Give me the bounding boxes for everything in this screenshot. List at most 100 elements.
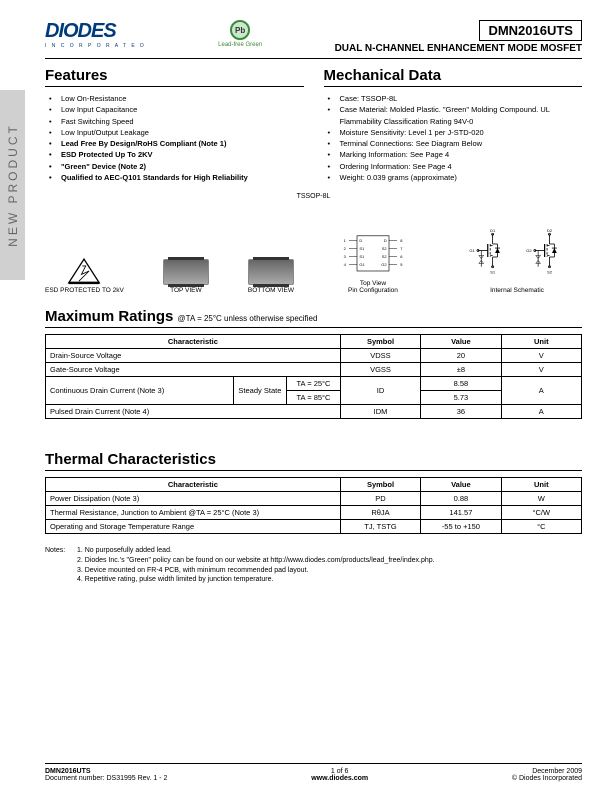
feature-item: Low On-Resistance: [49, 93, 304, 104]
pinconfig-diagram: DD18S1S227S1S236G1G245 Top View Pin Conf…: [333, 231, 413, 294]
footer-mid: 1 of 6 www.diodes.com: [167, 768, 511, 782]
header-bar: DIODES I N C O R P O R A T E D Pb Lead-f…: [45, 20, 582, 54]
feature-item: Low Input Capacitance: [49, 104, 304, 115]
footer-docnum: Document number: DS31995 Rev. 1 - 2: [45, 775, 167, 782]
side-tab-text: NEW PRODUCT: [6, 123, 20, 247]
mechanical-item: Marking Information: See Page 4: [328, 149, 583, 160]
cell: °C/W: [501, 506, 581, 520]
table-header: Characteristic: [46, 478, 341, 492]
title-block: DMN2016UTS DUAL N-CHANNEL ENHANCEMENT MO…: [335, 20, 582, 54]
cell: V: [501, 349, 581, 363]
features-col: Features Low On-ResistanceLow Input Capa…: [45, 67, 304, 183]
footer-url: www.diodes.com: [167, 775, 511, 782]
topview-diagram: TOP VIEW: [163, 259, 209, 294]
footer-date: December 2009: [512, 768, 582, 775]
cell: W: [501, 492, 581, 506]
feature-item: Fast Switching Speed: [49, 116, 304, 127]
svg-text:D: D: [384, 238, 387, 243]
cell: V: [501, 363, 581, 377]
side-tab: NEW PRODUCT: [0, 90, 25, 280]
maxratings-heading: Maximum Ratings @TA = 25°C unless otherw…: [45, 308, 582, 328]
svg-text:G2: G2: [381, 262, 387, 267]
schematic-svg: G1D1S1G2D2S2: [452, 218, 582, 285]
part-number: DMN2016UTS: [479, 20, 582, 41]
note-item: 1. No purposefully added lead.: [77, 546, 580, 556]
topview-caption: TOP VIEW: [163, 287, 209, 294]
thermal-table: CharacteristicSymbolValueUnit Power Dissi…: [45, 477, 582, 534]
cell: 20: [421, 349, 501, 363]
schematic-diagram: G1D1S1G2D2S2 Internal Schematic: [452, 218, 582, 294]
pb-icon: Pb: [230, 20, 250, 40]
features-heading: Features: [45, 67, 304, 87]
cell: TJ, TSTG: [340, 520, 420, 534]
maxratings-cond: @TA = 25°C unless otherwise specified: [178, 314, 318, 323]
bottomview-diagram: BOTTOM VIEW: [248, 259, 294, 294]
maxratings-table: CharacteristicSymbolValueUnitDrain-Sourc…: [45, 334, 582, 419]
feature-item: Lead Free By Design/RoHS Compliant (Note…: [49, 138, 304, 149]
pinconfig-title: Top View: [333, 280, 413, 287]
cell: TA = 25°C: [287, 377, 341, 391]
cell: IDM: [340, 405, 420, 419]
svg-text:2: 2: [344, 246, 347, 251]
esd-caption: ESD PROTECTED TO 2kV: [45, 287, 124, 294]
svg-text:S1: S1: [359, 254, 365, 259]
cell: 141.57: [421, 506, 501, 520]
cell: ±8: [421, 363, 501, 377]
svg-text:S1: S1: [359, 246, 365, 251]
cell: Drain-Source Voltage: [46, 349, 341, 363]
cell: Continuous Drain Current (Note 3): [46, 377, 234, 405]
notes-block: Notes: 1. No purposefully added lead.2. …: [45, 546, 582, 585]
logo-text: DIODES: [45, 20, 146, 43]
mechanical-item: Terminal Connections: See Diagram Below: [328, 138, 583, 149]
table-header: Unit: [501, 478, 581, 492]
cell: A: [501, 377, 581, 405]
mechanical-item: Ordering Information: See Page 4: [328, 161, 583, 172]
diagram-row: ESD PROTECTED TO 2kV TOP VIEW BOTTOM VIE…: [45, 218, 582, 294]
pb-label: Lead-free Green: [218, 42, 262, 48]
mechanical-item: Case Material: Molded Plastic. "Green" M…: [328, 104, 583, 127]
cell: Power Dissipation (Note 3): [46, 492, 341, 506]
cell: Steady State: [233, 377, 287, 405]
cell: VDSS: [340, 349, 420, 363]
svg-text:4: 4: [344, 262, 347, 267]
mechanical-item: Case: TSSOP-8L: [328, 93, 583, 104]
table-header: Value: [421, 478, 501, 492]
bottomview-caption: BOTTOM VIEW: [248, 287, 294, 294]
footer: DMN2016UTS Document number: DS31995 Rev.…: [45, 763, 582, 782]
table-header: Symbol: [340, 478, 420, 492]
svg-text:D1: D1: [490, 228, 496, 233]
mechanical-item: Weight: 0.039 grams (approximate): [328, 172, 583, 183]
note-item: 4. Repetitive rating, pulse width limite…: [77, 575, 580, 585]
note-item: 2. Diodes Inc.'s "Green" policy can be f…: [77, 556, 580, 566]
cell: 8.58: [421, 377, 501, 391]
header-rule: [45, 58, 582, 59]
cell: 5.73: [421, 391, 501, 405]
svg-text:G1: G1: [359, 262, 365, 267]
cell: 0.88: [421, 492, 501, 506]
chip-top-icon: [163, 259, 209, 285]
footer-part: DMN2016UTS: [45, 768, 167, 775]
cell: Gate-Source Voltage: [46, 363, 341, 377]
cell: RθJA: [340, 506, 420, 520]
cell: Characteristic: [46, 335, 341, 349]
logo-block: DIODES I N C O R P O R A T E D: [45, 20, 146, 49]
svg-text:D2: D2: [547, 228, 553, 233]
pinconfig-sub: Pin Configuration: [333, 287, 413, 294]
svg-text:8: 8: [400, 238, 403, 243]
footer-page: 1 of 6: [167, 768, 511, 775]
cell: Value: [421, 335, 501, 349]
footer-right: December 2009 © Diodes Incorporated: [512, 768, 582, 782]
notes-label: Notes:: [45, 546, 75, 556]
svg-text:S2: S2: [382, 254, 388, 259]
mechanical-heading: Mechanical Data: [324, 67, 583, 87]
note-item: 3. Device mounted on FR-4 PCB, with mini…: [77, 566, 580, 576]
esd-icon: [67, 257, 101, 285]
feature-item: "Green" Device (Note 2): [49, 161, 304, 172]
svg-text:S2: S2: [547, 269, 553, 274]
cell: Symbol: [340, 335, 420, 349]
chip-bottom-icon: [248, 259, 294, 285]
features-list: Low On-ResistanceLow Input CapacitanceFa…: [45, 93, 304, 183]
cell: ID: [340, 377, 420, 405]
cell: 36: [421, 405, 501, 419]
feature-item: Qualified to AEC-Q101 Standards for High…: [49, 172, 304, 183]
